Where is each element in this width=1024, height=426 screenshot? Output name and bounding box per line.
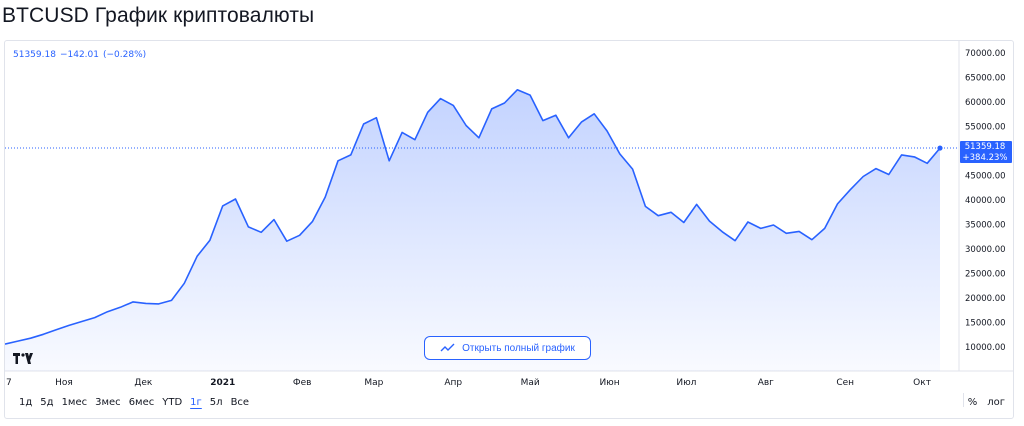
x-tick-label: Июл [676,378,696,388]
tradingview-logo-icon[interactable] [13,353,33,364]
x-tick-label: Июн [599,378,619,388]
x-tick-label: Окт [913,378,931,388]
badge-price: 51359.18 [965,142,1006,152]
bottom-toolbar: 1д 5д 1мес 3мес 6мес YTD 1г 5л Все % лог [5,393,1013,417]
x-tick-label: Апр [444,378,462,388]
open-full-chart-button[interactable]: Открыть полный график [424,336,591,360]
legend-change-pct: (−0.28%) [103,50,147,60]
trend-line-icon [440,343,455,352]
y-tick-label: 45000.00 [965,172,1006,182]
range-button[interactable]: 6мес [128,397,155,408]
legend-change: −142.01 [59,50,99,60]
x-tick-label: Дек [134,378,153,388]
y-tick-label: 40000.00 [965,196,1006,206]
x-tick-label: Май [521,378,540,388]
y-tick-label: 55000.00 [965,123,1006,133]
range-button[interactable]: 5д [40,397,54,408]
x-tick-label: Мар [364,378,383,388]
range-button[interactable]: 1мес [61,397,88,408]
last-price-badge: 51359.18 +384.23% [960,141,1012,164]
y-tick-label: 25000.00 [965,270,1006,280]
range-selector: 1д 5д 1мес 3мес 6мес YTD 1г 5л Все [15,397,253,408]
y-tick-label: 35000.00 [965,221,1006,231]
price-area-fill [5,89,940,372]
range-button[interactable]: YTD [162,397,183,408]
y-tick-label: 10000.00 [965,343,1006,353]
badge-change-pct: +384.23% [963,153,1008,163]
y-tick-label: 15000.00 [965,319,1006,329]
x-tick-label: 7 [6,378,12,388]
y-tick-label: 20000.00 [965,294,1006,304]
y-tick-label: 70000.00 [965,49,1006,59]
percent-scale-button[interactable]: % [967,397,978,408]
y-tick-label: 65000.00 [965,74,1006,84]
last-price-marker [937,145,943,151]
y-axis-ticks: 70000.0065000.0060000.0055000.0050000.00… [965,49,1006,353]
x-axis-ticks: 7 Ноя Дек 2021 Фев Мар Апр Май Июн Июл Авг Сен Окт [6,378,931,388]
y-tick-label: 60000.00 [965,98,1006,108]
price-legend: 51359.18 −142.01 (−0.28%) [13,50,150,60]
chart-widget: 70000.0065000.0060000.0055000.0050000.00… [4,40,1014,419]
range-button[interactable]: 1г [190,397,202,408]
range-button[interactable]: 3мес [95,397,121,408]
x-tick-label: Авг [758,378,774,388]
legend-price: 51359.18 [13,50,56,60]
range-button[interactable]: 5л [209,397,223,408]
toolbar-divider [963,393,964,407]
open-full-chart-label: Открыть полный график [462,342,575,354]
log-scale-button[interactable]: лог [987,397,1005,408]
price-line [5,89,941,345]
range-button[interactable]: Все [230,397,250,408]
x-tick-label: Сен [836,378,854,388]
x-tick-label: 2021 [210,378,235,388]
scale-buttons: % лог [968,397,1005,408]
x-tick-label: Ноя [55,378,73,388]
x-tick-label: Фев [293,378,312,388]
page-title: BTCUSD График криптовалюты [2,4,315,27]
range-button[interactable]: 1д [19,397,33,408]
y-tick-label: 30000.00 [965,245,1006,255]
price-chart[interactable]: 70000.0065000.0060000.0055000.0050000.00… [5,41,1013,393]
